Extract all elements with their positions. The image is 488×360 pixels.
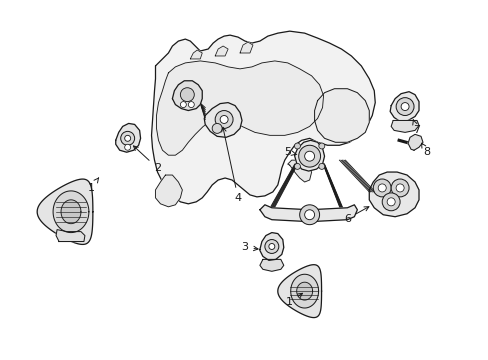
Polygon shape (204, 103, 242, 137)
Circle shape (220, 116, 227, 123)
Polygon shape (260, 260, 283, 271)
Polygon shape (240, 42, 252, 53)
Polygon shape (407, 134, 422, 150)
Polygon shape (260, 233, 283, 260)
Polygon shape (156, 61, 323, 155)
Polygon shape (53, 191, 89, 233)
Polygon shape (215, 46, 227, 56)
Circle shape (304, 210, 314, 220)
Polygon shape (151, 31, 374, 204)
Text: 5: 5 (284, 147, 296, 157)
Circle shape (377, 184, 386, 192)
Circle shape (294, 163, 300, 169)
Circle shape (400, 103, 408, 111)
Circle shape (298, 145, 320, 167)
Polygon shape (290, 274, 318, 308)
Polygon shape (287, 160, 311, 182)
Circle shape (215, 111, 233, 129)
Circle shape (382, 193, 399, 211)
Polygon shape (56, 230, 85, 242)
Polygon shape (190, 50, 202, 59)
Circle shape (121, 131, 134, 145)
Text: 2: 2 (133, 146, 161, 173)
Polygon shape (294, 140, 324, 171)
Circle shape (294, 143, 300, 149)
Circle shape (386, 198, 394, 206)
Circle shape (180, 88, 194, 102)
Polygon shape (37, 179, 93, 244)
Text: 4: 4 (221, 127, 241, 203)
Circle shape (124, 144, 130, 150)
Polygon shape (172, 81, 202, 111)
Circle shape (268, 243, 274, 249)
Circle shape (124, 135, 130, 141)
Polygon shape (389, 92, 418, 121)
Circle shape (304, 151, 314, 161)
Circle shape (395, 98, 413, 116)
Circle shape (395, 184, 403, 192)
Circle shape (188, 102, 194, 108)
Polygon shape (116, 123, 141, 152)
Polygon shape (260, 205, 357, 222)
Circle shape (212, 123, 222, 133)
Circle shape (299, 205, 319, 225)
Text: 1: 1 (285, 293, 302, 307)
Circle shape (318, 163, 324, 169)
Polygon shape (296, 282, 312, 300)
Text: 6: 6 (343, 207, 368, 224)
Text: 3: 3 (241, 243, 258, 252)
Circle shape (390, 179, 408, 197)
Circle shape (372, 179, 390, 197)
Polygon shape (155, 175, 182, 207)
Text: 7: 7 (412, 120, 420, 135)
Polygon shape (314, 89, 368, 142)
Circle shape (318, 143, 324, 149)
Polygon shape (277, 265, 321, 318)
Circle shape (264, 239, 278, 253)
Text: 8: 8 (421, 143, 429, 157)
Polygon shape (368, 172, 418, 217)
Polygon shape (390, 121, 418, 132)
Polygon shape (61, 200, 81, 224)
Circle shape (180, 102, 186, 108)
Text: 1: 1 (87, 178, 99, 193)
